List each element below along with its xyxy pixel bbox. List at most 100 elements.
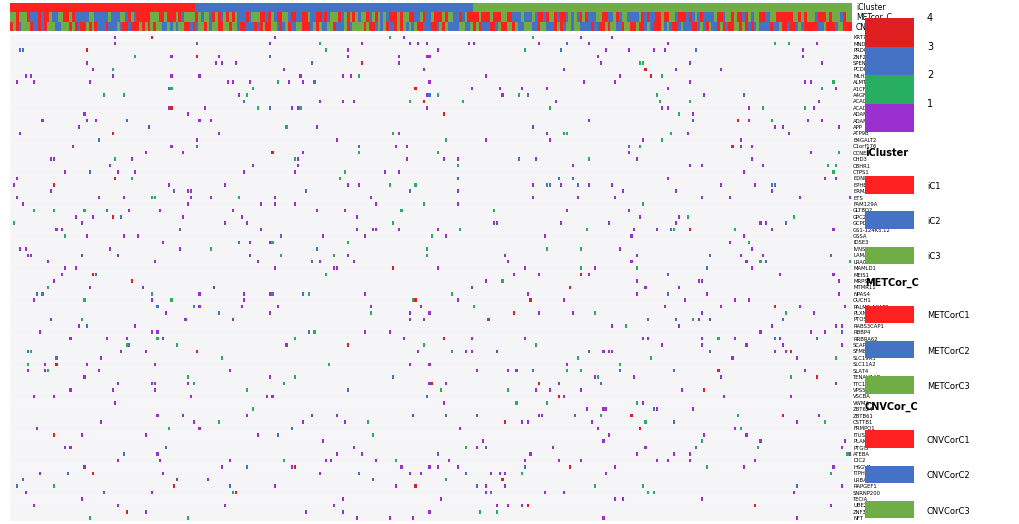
- Bar: [154, 196, 156, 199]
- Bar: [447, 22, 450, 31]
- Bar: [823, 331, 825, 334]
- Bar: [246, 414, 248, 417]
- Text: iCluster: iCluster: [864, 148, 907, 158]
- Bar: [125, 119, 127, 123]
- Bar: [84, 3, 86, 12]
- Bar: [473, 305, 475, 308]
- Bar: [44, 22, 47, 31]
- Bar: [13, 183, 15, 187]
- Bar: [515, 369, 517, 373]
- Bar: [694, 446, 696, 450]
- Bar: [308, 12, 310, 22]
- Text: METCor_C: METCor_C: [864, 278, 918, 288]
- Bar: [692, 113, 694, 116]
- Bar: [111, 12, 114, 22]
- Bar: [823, 22, 825, 31]
- Bar: [719, 3, 721, 12]
- Bar: [755, 12, 758, 22]
- Bar: [198, 3, 201, 12]
- Bar: [164, 12, 167, 22]
- Bar: [89, 517, 91, 520]
- Bar: [10, 12, 13, 22]
- Bar: [372, 12, 375, 22]
- Bar: [346, 12, 350, 22]
- Bar: [106, 337, 108, 341]
- Bar: [700, 337, 702, 341]
- Bar: [131, 177, 133, 180]
- Bar: [848, 22, 851, 31]
- Bar: [721, 22, 725, 31]
- Bar: [324, 3, 327, 12]
- Bar: [691, 22, 694, 31]
- Bar: [500, 22, 503, 31]
- Bar: [206, 3, 209, 12]
- Bar: [162, 472, 164, 475]
- Text: CNVCorC3: CNVCorC3: [926, 507, 970, 516]
- Bar: [358, 3, 361, 12]
- Bar: [318, 3, 321, 12]
- Bar: [486, 12, 489, 22]
- Bar: [391, 22, 394, 31]
- Bar: [610, 350, 612, 353]
- Bar: [840, 12, 843, 22]
- Bar: [260, 202, 262, 206]
- Bar: [355, 22, 358, 31]
- Bar: [28, 369, 30, 373]
- Bar: [55, 22, 58, 31]
- Bar: [290, 12, 293, 22]
- Bar: [692, 407, 694, 411]
- Bar: [753, 183, 755, 187]
- Bar: [100, 12, 103, 22]
- Bar: [700, 440, 702, 443]
- Bar: [795, 356, 797, 359]
- Bar: [116, 22, 119, 31]
- Bar: [689, 22, 691, 31]
- Bar: [397, 3, 399, 12]
- Bar: [436, 48, 438, 52]
- Bar: [784, 311, 786, 315]
- Bar: [772, 12, 775, 22]
- Bar: [327, 12, 330, 22]
- Bar: [305, 3, 308, 12]
- Bar: [566, 369, 568, 373]
- Bar: [803, 3, 806, 12]
- Bar: [638, 3, 641, 12]
- Bar: [257, 106, 259, 110]
- Bar: [700, 497, 702, 501]
- Bar: [719, 68, 721, 71]
- Bar: [335, 266, 337, 270]
- Bar: [116, 3, 119, 12]
- Bar: [832, 22, 834, 31]
- Bar: [666, 42, 668, 46]
- Bar: [316, 22, 318, 31]
- Bar: [268, 375, 270, 379]
- Bar: [508, 3, 512, 12]
- Bar: [33, 12, 36, 22]
- Bar: [602, 350, 604, 353]
- Bar: [221, 465, 223, 468]
- Bar: [697, 3, 699, 12]
- Bar: [590, 3, 593, 12]
- Bar: [55, 3, 58, 12]
- Bar: [601, 22, 604, 31]
- Bar: [383, 12, 385, 22]
- Bar: [293, 202, 296, 206]
- Bar: [523, 22, 526, 31]
- Bar: [484, 12, 487, 22]
- Bar: [537, 22, 540, 31]
- Bar: [686, 132, 688, 135]
- Bar: [838, 292, 840, 296]
- Bar: [364, 331, 366, 334]
- Bar: [282, 22, 284, 31]
- Bar: [246, 222, 248, 225]
- Bar: [239, 12, 243, 22]
- Bar: [691, 12, 694, 22]
- Bar: [215, 12, 218, 22]
- Bar: [577, 196, 579, 199]
- Bar: [108, 3, 111, 12]
- Bar: [406, 22, 408, 31]
- Bar: [672, 12, 675, 22]
- Bar: [369, 12, 372, 22]
- Bar: [397, 228, 399, 232]
- Bar: [562, 132, 565, 135]
